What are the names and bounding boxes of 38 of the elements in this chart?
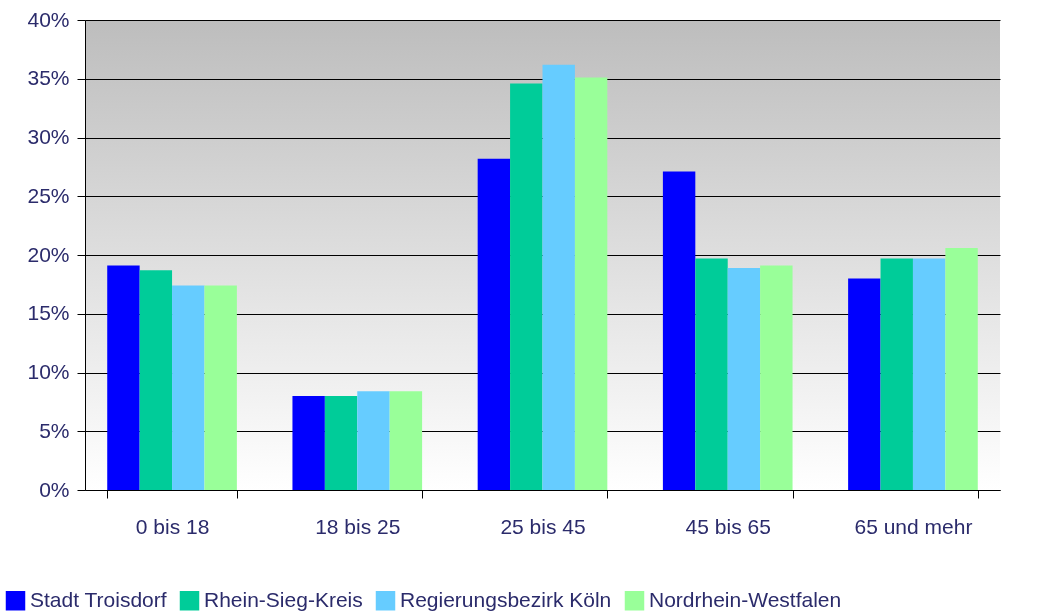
y-tick-label: 20% [27,242,70,266]
bar [912,258,946,490]
bar [172,285,205,490]
legend-label: Nordrhein-Westfalen [649,587,842,611]
bar [357,391,390,490]
bar [542,64,575,490]
bar [139,270,173,490]
bar [760,265,793,490]
y-tick-label: 35% [27,66,70,90]
x-tick-label: 65 und mehr [854,514,973,538]
x-tick-label: 25 bis 45 [500,514,586,538]
y-tick-label: 40% [27,7,70,31]
legend-label: Stadt Troisdorf [30,587,167,611]
bar [695,258,728,490]
bar [510,83,543,490]
x-tick-label: 0 bis 18 [135,514,210,538]
bar [389,391,423,490]
y-tick-label: 10% [27,360,70,383]
bar [848,278,881,490]
legend-label: Rhein-Sieg-Kreis [204,587,363,611]
bar [574,77,608,490]
y-tick-label: 25% [27,183,70,207]
bar [727,267,761,490]
bar [945,247,978,490]
y-tick-label: 15% [27,301,70,325]
y-tick-label: 0% [39,477,70,501]
legend-label: Regierungsbezirk Köln [400,587,612,611]
bar [292,396,325,490]
bar [880,258,913,490]
bar [477,158,511,490]
bar [662,171,696,490]
x-tick-label: 18 bis 25 [315,514,401,538]
x-tick-label: 45 bis 65 [685,514,771,538]
bar [107,265,140,490]
y-tick-label: 5% [39,418,70,442]
bar [324,396,358,490]
y-tick-label: 30% [27,125,70,148]
bar [204,285,237,490]
